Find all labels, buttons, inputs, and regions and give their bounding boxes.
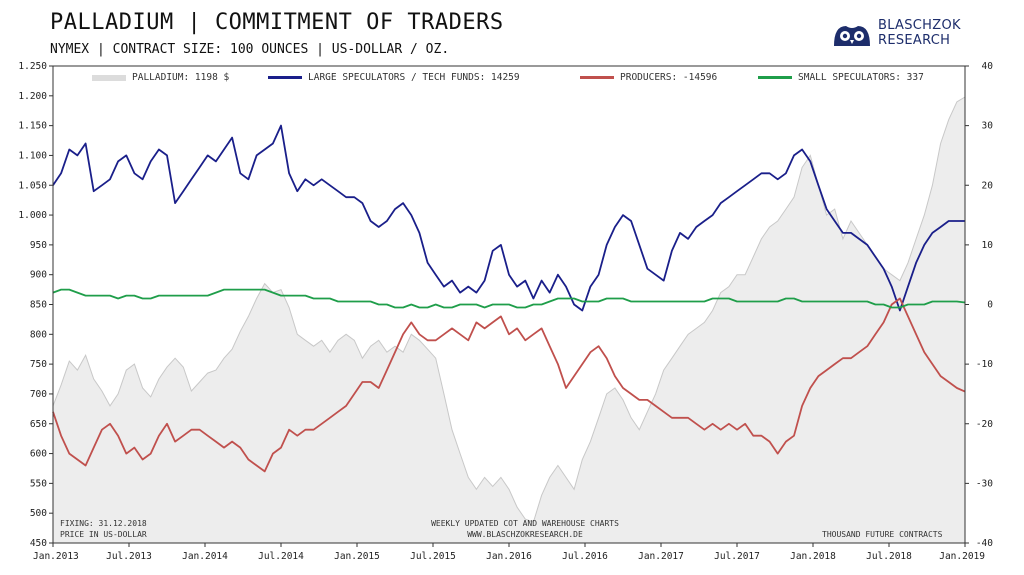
chart-title: PALLADIUM | COMMITMENT OF TRADERS (50, 10, 504, 35)
series-line-3 (52, 288, 966, 309)
y-left-tick-label: 1.050 (18, 180, 47, 191)
fixing-date: FIXING: 31.12.2018 (60, 519, 147, 528)
y-left-tick-label: 800 (30, 329, 47, 340)
legend-swatch-palladium (92, 74, 126, 81)
y-left-tick-label: 750 (30, 359, 47, 370)
legend-swatch-producers (580, 76, 614, 79)
y-left-tick-label: 550 (30, 478, 47, 489)
logo-line-1: BLASCHZOK (878, 18, 961, 33)
y-left-tick-label: 700 (30, 389, 47, 400)
legend-swatch-small-speculators (758, 76, 792, 79)
y-right-tick-label: 0 (987, 300, 993, 311)
x-tick-label: Jul.2018 (866, 551, 912, 562)
footer-center-line1: WEEKLY UPDATED COT AND WAREHOUSE CHARTS (431, 519, 619, 528)
y-left-tick-label: 900 (30, 270, 47, 281)
y-left-tick-label: 1.000 (18, 210, 47, 221)
series-line-2 (52, 297, 966, 473)
x-tick-label: Jul.2014 (258, 551, 304, 562)
series-area-0 (53, 97, 965, 543)
plot-frame (52, 65, 966, 544)
y-right-tick-label: 30 (982, 121, 994, 132)
x-tick-label: Jul.2015 (410, 551, 456, 562)
y-left-tick-label: 850 (30, 300, 47, 311)
y-left-tick-label: 500 (30, 508, 47, 519)
legend-label-small-speculators: SMALL SPECULATORS: 337 (798, 72, 924, 83)
y-right-tick-label: -30 (976, 478, 993, 489)
x-tick-label: Jan.2016 (486, 551, 532, 562)
footer-left: FIXING: 31.12.2018 PRICE IN US-DOLLAR (60, 518, 147, 540)
y-left-tick-label: 950 (30, 240, 47, 251)
footer-right-unit: THOUSAND FUTURE CONTRACTS (822, 530, 943, 539)
x-tick-label: Jul.2013 (106, 551, 152, 562)
legend-palladium: PALLADIUM: 1198 $ (92, 72, 229, 83)
footer-center: WEEKLY UPDATED COT AND WAREHOUSE CHARTS … (400, 518, 650, 540)
y-left-tick-label: 600 (30, 449, 47, 460)
chart-subtitle: NYMEX | CONTRACT SIZE: 100 OUNCES | US-D… (50, 42, 450, 57)
legend-label-palladium: PALLADIUM: 1198 $ (132, 72, 230, 83)
logo-line-2: RESEARCH (878, 33, 951, 48)
x-tick-label: Jan.2015 (334, 551, 380, 562)
y-right-tick-label: -40 (976, 538, 993, 549)
y-left-tick-label: 1.200 (18, 91, 47, 102)
series-area-outline-0 (52, 96, 966, 523)
x-tick-label: Jan.2013 (33, 551, 79, 562)
legend-label-producers: PRODUCERS: -14596 (620, 72, 718, 83)
series-line-1 (52, 124, 965, 312)
x-tick-label: Jan.2017 (638, 551, 684, 562)
x-tick-label: Jan.2018 (790, 551, 836, 562)
x-tick-label: Jul.2017 (714, 551, 760, 562)
y-right-tick-label: 20 (982, 180, 994, 191)
footer-website: WWW.BLASCHZOKRESEARCH.DE (467, 530, 583, 539)
legend-small-speculators: SMALL SPECULATORS: 337 (758, 72, 924, 83)
y-right-tick-label: 10 (982, 240, 994, 251)
y-left-tick-label: 650 (30, 419, 47, 430)
legend-large-speculators: LARGE SPECULATORS / TECH FUNDS: 14259 (268, 72, 520, 83)
price-unit: PRICE IN US-DOLLAR (60, 530, 147, 539)
y-right-tick-label: -20 (976, 419, 993, 430)
legend-swatch-large-speculators (268, 76, 302, 79)
y-right-tick-label: -10 (976, 359, 993, 370)
y-left-tick-label: 450 (30, 538, 47, 549)
x-tick-label: Jul.2016 (562, 551, 608, 562)
legend-producers: PRODUCERS: -14596 (580, 72, 717, 83)
x-tick-label: Jan.2014 (182, 551, 228, 562)
x-tick-label: Jan.2019 (939, 551, 985, 562)
y-right-tick-label: 40 (982, 61, 994, 72)
brand-logo: BLASCHZOK RESEARCH (832, 18, 972, 52)
y-left-tick-label: 1.100 (18, 150, 47, 161)
y-left-tick-label: 1.250 (18, 61, 47, 72)
y-left-tick-label: 1.150 (18, 121, 47, 132)
legend-label-large-speculators: LARGE SPECULATORS / TECH FUNDS: 14259 (308, 72, 520, 83)
owl-logo-icon (834, 26, 870, 46)
